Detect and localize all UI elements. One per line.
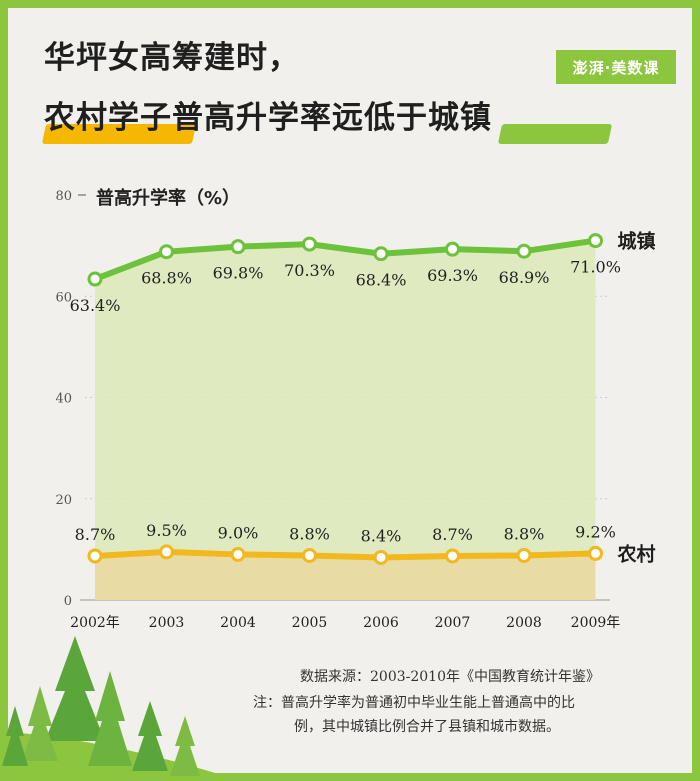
tree-decoration — [0, 636, 240, 781]
x-tick-label: 2009年 — [571, 615, 621, 631]
y-axis-label: 普高升学率（%） — [96, 187, 240, 209]
data-label: 68.4% — [356, 271, 407, 290]
data-point — [230, 546, 246, 562]
data-point — [445, 241, 460, 257]
data-point — [87, 271, 103, 287]
data-label: 68.9% — [499, 268, 550, 287]
x-tick-label: 2006 — [363, 615, 399, 631]
y-tick-label: 60 — [55, 290, 72, 305]
title-line-2: 农村学子普高升学率远低于城镇 — [44, 100, 492, 136]
y-tick-label: 80 — [55, 189, 72, 204]
data-label: 70.3% — [284, 261, 335, 280]
series-area — [95, 240, 596, 600]
series-area — [95, 551, 596, 600]
data-point — [302, 547, 317, 563]
series-name-label: 城镇 — [618, 230, 656, 253]
data-point — [516, 547, 532, 563]
data-label: 8.4% — [361, 526, 402, 545]
data-label: 68.8% — [141, 269, 192, 288]
data-point — [588, 233, 603, 249]
data-point — [159, 244, 174, 260]
data-label: 63.4% — [70, 296, 121, 315]
x-tick-label: 2007 — [435, 615, 471, 631]
x-tick-label: 2002年 — [70, 615, 120, 631]
data-label: 69.8% — [213, 264, 264, 283]
data-label: 9.5% — [146, 521, 187, 540]
brand-logo-text: 澎湃·美数课 — [572, 58, 660, 77]
series-line — [93, 237, 596, 282]
y-tick-label: 40 — [55, 392, 72, 407]
series-name-label: 农村 — [617, 542, 656, 565]
data-point — [302, 236, 317, 252]
x-tick-label: 2004 — [220, 615, 256, 631]
y-tick-label: 20 — [55, 493, 72, 508]
data-point — [445, 548, 460, 564]
data-point — [373, 246, 389, 262]
data-point — [516, 243, 532, 259]
title-line-1: 华坪女高筹建时， — [44, 40, 300, 76]
x-tick-label: 2008 — [506, 615, 542, 631]
note-line-1: 注：普高升学率为普通初中毕业生能上普通高中的比 — [253, 695, 575, 711]
data-label: 9.2% — [575, 522, 616, 541]
data-point — [87, 548, 103, 564]
data-label: 8.8% — [504, 524, 545, 543]
series-line — [94, 548, 596, 561]
data-point — [159, 544, 174, 560]
data-point — [588, 545, 603, 561]
y-tick-label: 0 — [64, 594, 72, 609]
x-tick-label: 2003 — [149, 615, 185, 631]
x-tick-label: 2005 — [292, 615, 328, 631]
note-line-2: 例，其中城镇比例合并了县镇和城市数据。 — [294, 719, 560, 735]
data-label: 8.8% — [289, 524, 330, 543]
data-point — [373, 549, 389, 565]
data-label: 8.7% — [75, 525, 116, 544]
brand-logo: 澎湃·美数课 — [556, 50, 676, 84]
data-label: 69.3% — [427, 266, 478, 285]
data-label: 9.0% — [218, 523, 259, 542]
data-point — [230, 239, 246, 255]
data-source: 数据来源：2003-2010年《中国教育统计年鉴》 — [300, 669, 600, 685]
data-label: 8.7% — [432, 525, 473, 544]
data-label: 71.0% — [570, 258, 621, 277]
